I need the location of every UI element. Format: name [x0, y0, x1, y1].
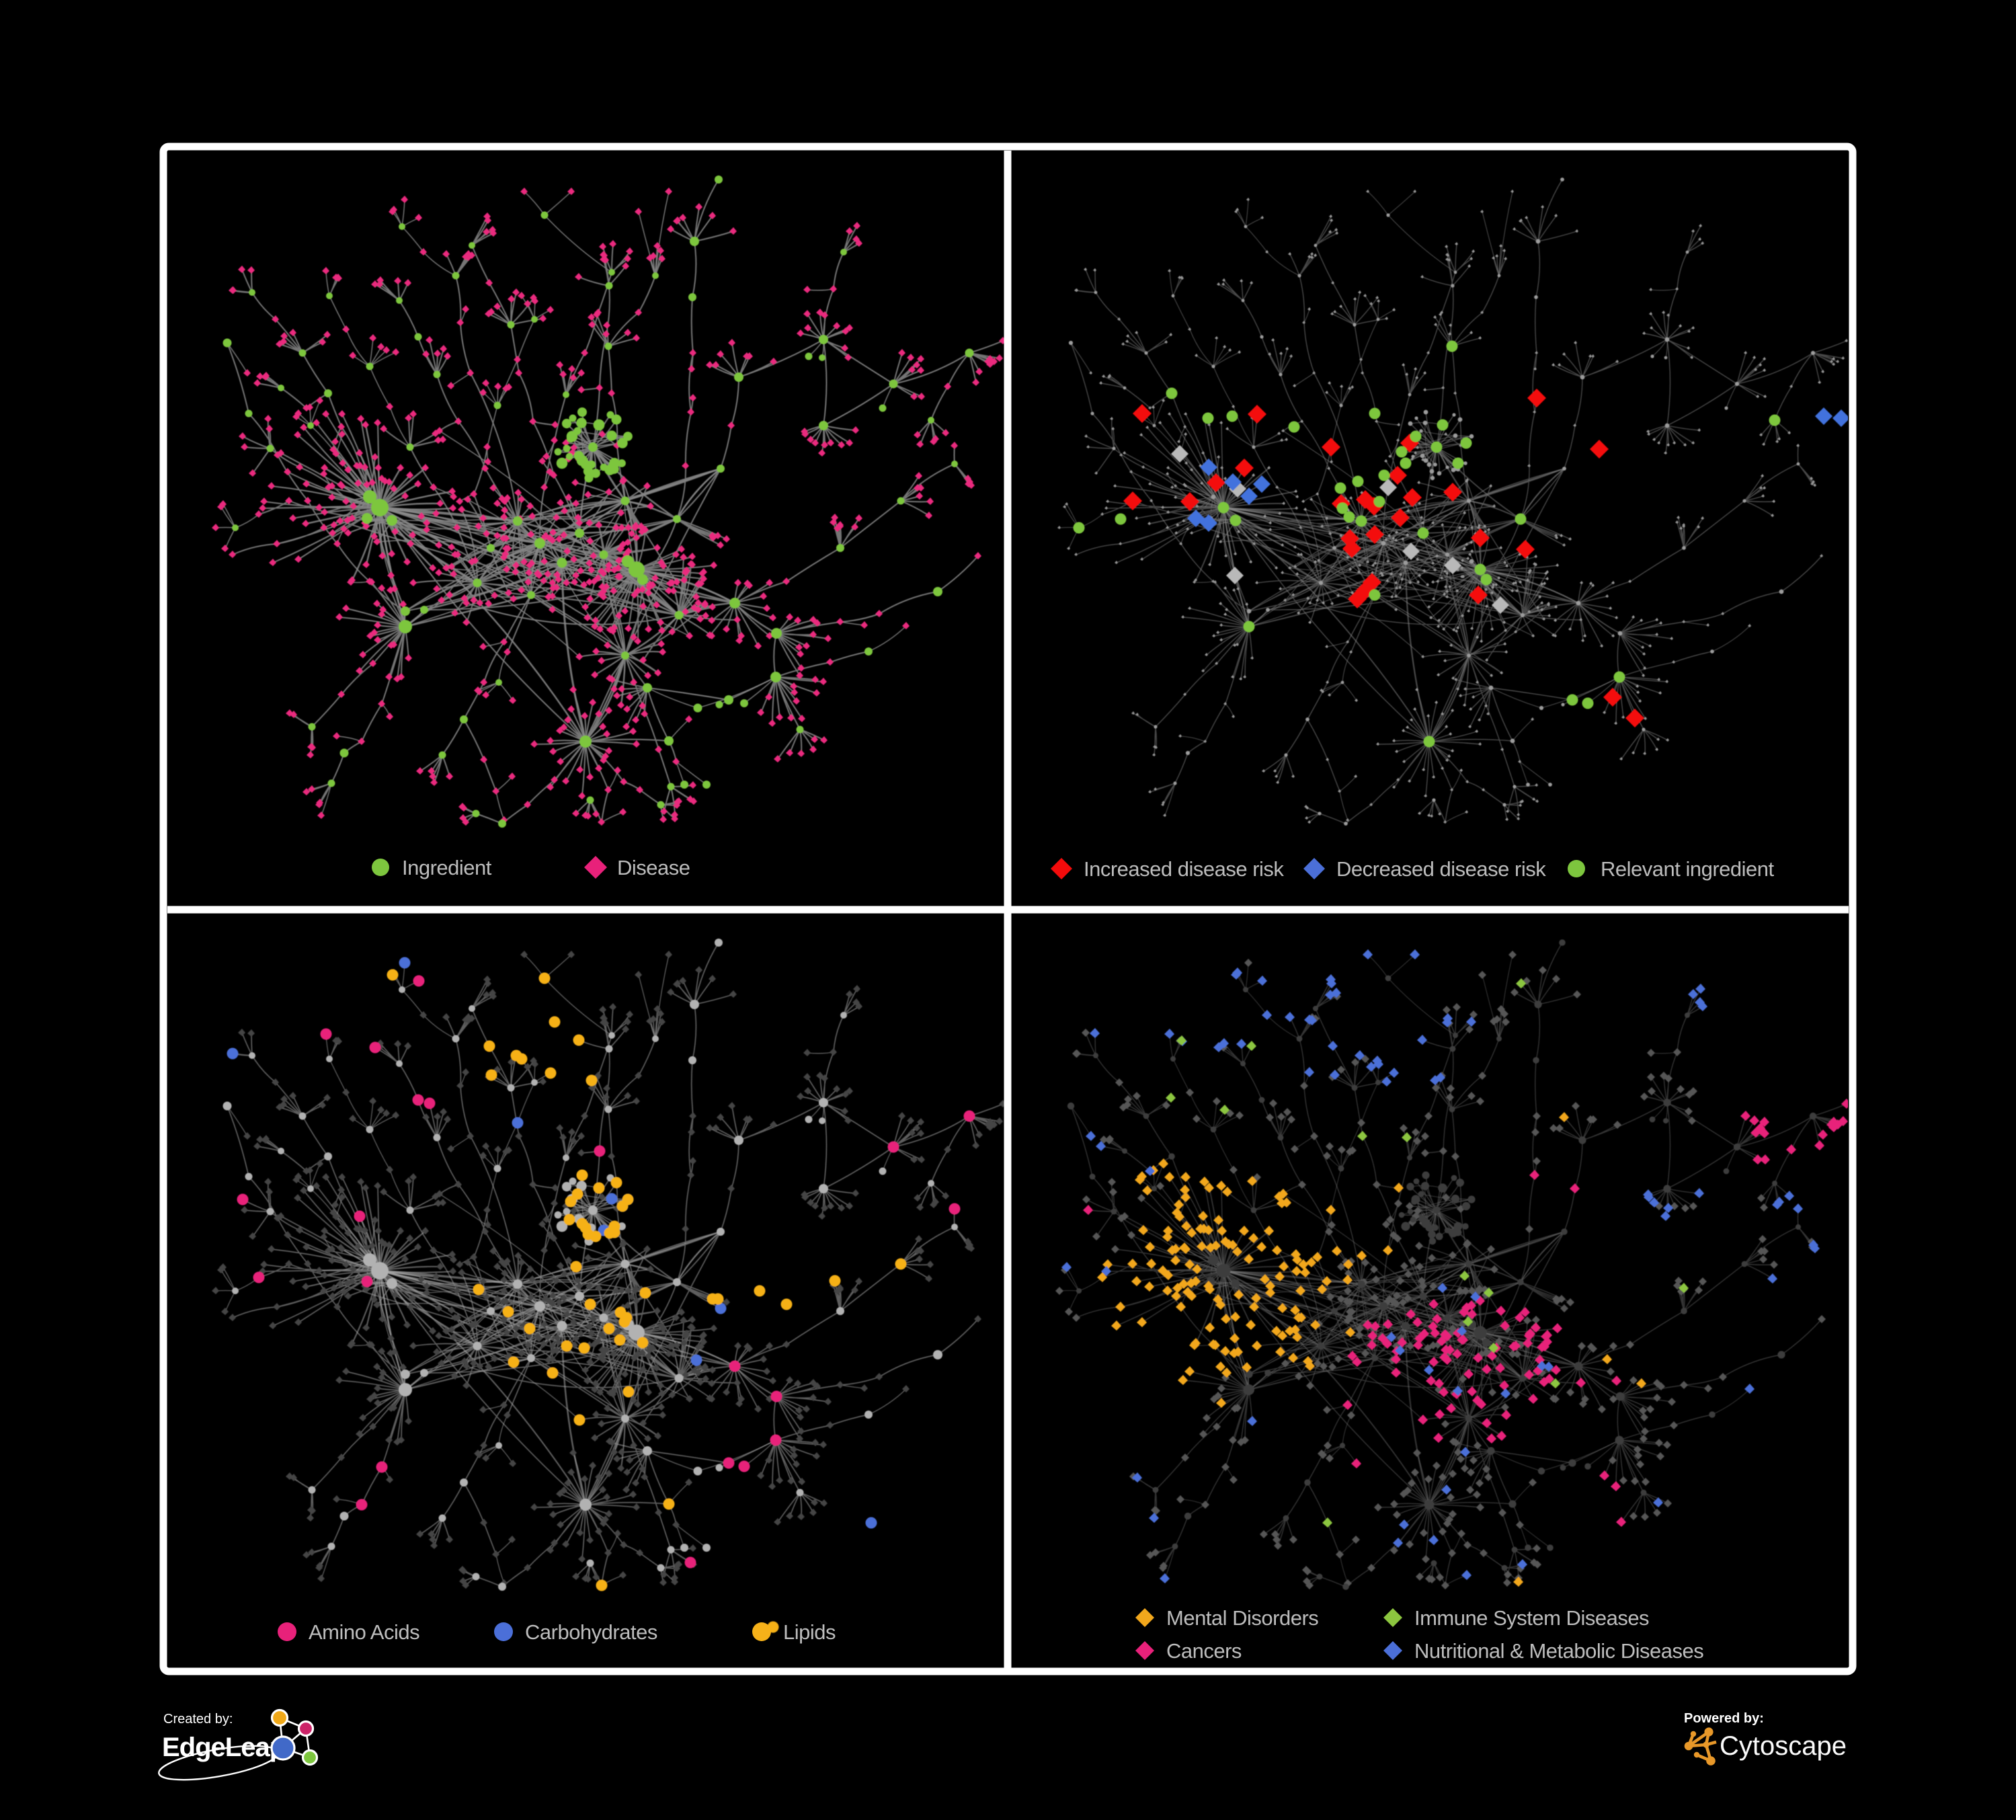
svg-text:Ingredient: Ingredient [402, 856, 492, 879]
svg-text:Cytoscape: Cytoscape [1720, 1731, 1847, 1761]
svg-text:Created by:: Created by: [163, 1712, 233, 1727]
svg-text:Relevant ingredient: Relevant ingredient [1601, 857, 1775, 881]
svg-text:EdgeLeap: EdgeLeap [162, 1733, 285, 1762]
svg-text:Increased disease risk: Increased disease risk [1084, 857, 1284, 881]
svg-text:Carbohydrates: Carbohydrates [525, 1620, 657, 1644]
svg-text:Powered by:: Powered by: [1684, 1711, 1764, 1726]
svg-text:Disease: Disease [617, 856, 690, 879]
svg-text:Immune System Diseases: Immune System Diseases [1414, 1606, 1649, 1630]
svg-text:Amino Acids: Amino Acids [309, 1620, 419, 1644]
svg-text:Nutritional & Metabolic Diseas: Nutritional & Metabolic Diseases [1414, 1639, 1703, 1663]
svg-text:Decreased disease risk: Decreased disease risk [1336, 857, 1546, 881]
svg-text:Mental Disorders: Mental Disorders [1166, 1606, 1318, 1630]
svg-text:Lipids: Lipids [783, 1620, 836, 1644]
svg-text:Cancers: Cancers [1166, 1639, 1242, 1663]
